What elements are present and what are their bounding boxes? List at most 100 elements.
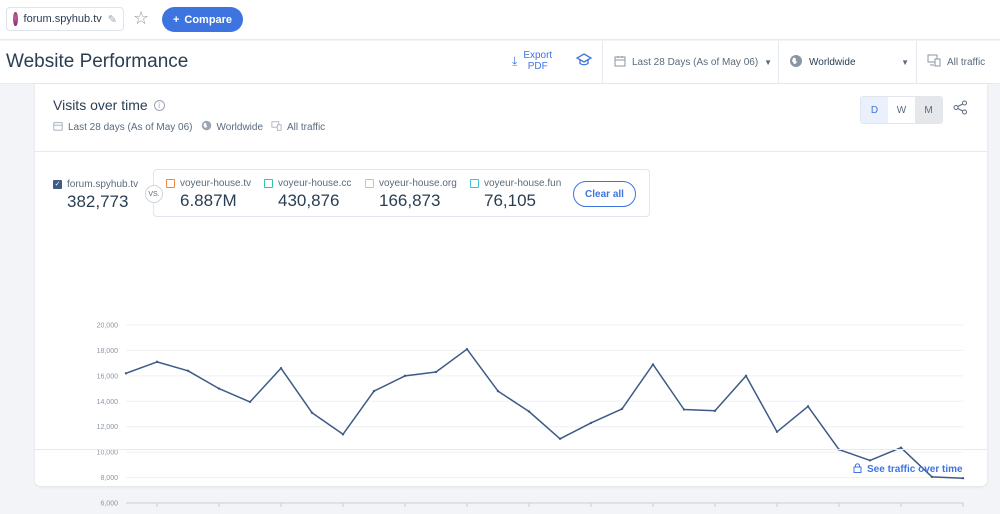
geo-filter[interactable]: Worldwide ▼ xyxy=(789,54,909,71)
export-label-line2: PDF xyxy=(523,61,552,72)
header-separator xyxy=(602,41,603,84)
site-chip[interactable]: forum.spyhub.tv ✎ xyxy=(6,7,124,31)
data-point xyxy=(962,477,964,479)
competitor-value: 76,105 xyxy=(484,191,561,211)
checkbox-icon[interactable] xyxy=(365,179,374,188)
data-point xyxy=(714,410,716,412)
traffic-filter[interactable]: All traffic xyxy=(927,54,985,70)
pencil-icon[interactable]: ✎ xyxy=(108,13,117,26)
data-point xyxy=(559,438,561,440)
competitor-value: 430,876 xyxy=(278,191,351,211)
competitor-item[interactable]: voyeur-house.cc 430,876 xyxy=(264,178,351,211)
export-pdf-button[interactable]: ⤓ Export PDF xyxy=(512,50,552,72)
data-point xyxy=(373,390,375,392)
info-icon[interactable]: i xyxy=(154,100,165,111)
main-site-name: forum.spyhub.tv xyxy=(67,179,138,190)
data-point xyxy=(652,363,654,365)
caret-down-icon: ▼ xyxy=(764,58,772,67)
checkbox-icon[interactable] xyxy=(264,179,273,188)
competitor-item[interactable]: voyeur-house.tv 6.887M xyxy=(166,178,251,211)
data-point xyxy=(218,387,220,389)
data-point xyxy=(776,431,778,433)
checkbox-checked-icon[interactable]: ✓ xyxy=(53,180,62,189)
data-point xyxy=(404,375,406,377)
date-filter-label: Last 28 Days (As of May 06) xyxy=(632,57,758,68)
checkbox-icon[interactable] xyxy=(470,179,479,188)
devices-icon xyxy=(927,54,941,70)
y-tick-label: 12,000 xyxy=(97,424,119,431)
top-bar: forum.spyhub.tv ✎ ☆ + Compare xyxy=(0,0,1000,40)
granularity-monthly[interactable]: M xyxy=(915,97,942,123)
see-traffic-label: See traffic over time xyxy=(867,464,963,475)
globe-icon xyxy=(789,54,803,71)
y-tick-label: 20,000 xyxy=(97,323,119,330)
data-point xyxy=(807,405,809,407)
calendar-icon xyxy=(614,55,626,70)
page-title: Website Performance xyxy=(6,51,188,73)
competitor-name: voyeur-house.tv xyxy=(180,178,251,189)
y-tick-label: 6,000 xyxy=(100,501,118,508)
site-name: forum.spyhub.tv xyxy=(24,13,102,25)
card-divider xyxy=(35,151,987,152)
data-point xyxy=(156,361,158,363)
devices-icon xyxy=(271,121,282,134)
date-filter[interactable]: Last 28 Days (As of May 06) ▼ xyxy=(614,55,772,70)
data-point xyxy=(342,433,344,435)
card-subtitle: Last 28 days (As of May 06) Worldwide Al… xyxy=(53,120,325,134)
vs-badge: VS. xyxy=(145,185,163,203)
footer-divider xyxy=(35,449,987,450)
card-title-text: Visits over time xyxy=(53,97,148,113)
card-title: Visits over time i xyxy=(53,97,165,113)
y-tick-label: 10,000 xyxy=(97,450,119,457)
data-point xyxy=(683,408,685,410)
compare-button[interactable]: + Compare xyxy=(162,7,243,32)
competitor-value: 6.887M xyxy=(180,191,251,211)
data-point xyxy=(125,372,127,374)
sub-geo: Worldwide xyxy=(217,122,264,133)
header-separator xyxy=(778,41,779,84)
data-point xyxy=(435,371,437,373)
data-point xyxy=(311,412,313,414)
data-point xyxy=(280,367,282,369)
data-point xyxy=(745,375,747,377)
traffic-filter-label: All traffic xyxy=(947,57,985,68)
globe-icon xyxy=(201,120,212,134)
main-site-legend[interactable]: ✓ forum.spyhub.tv 382,773 xyxy=(53,179,138,212)
site-favicon-icon xyxy=(13,12,18,26)
competitors-legend: voyeur-house.tv 6.887M voyeur-house.cc 4… xyxy=(153,169,650,217)
granularity-weekly[interactable]: W xyxy=(888,97,915,123)
caret-down-icon: ▼ xyxy=(901,58,909,67)
data-point xyxy=(621,408,623,410)
share-icon[interactable] xyxy=(953,100,968,118)
header-separator xyxy=(916,41,917,84)
granularity-daily[interactable]: D xyxy=(861,97,888,123)
y-tick-label: 16,000 xyxy=(97,373,119,380)
data-point xyxy=(466,348,468,350)
data-point xyxy=(249,401,251,403)
calendar-icon xyxy=(53,121,63,134)
graduation-cap-icon[interactable] xyxy=(576,53,592,71)
clear-all-button[interactable]: Clear all xyxy=(573,181,636,207)
checkbox-icon[interactable] xyxy=(166,179,175,188)
competitor-name: voyeur-house.cc xyxy=(278,178,351,189)
page-header: Website Performance ⤓ Export PDF Last 28… xyxy=(0,41,1000,84)
y-tick-label: 18,000 xyxy=(97,348,119,355)
geo-filter-label: Worldwide xyxy=(809,57,856,68)
plus-icon: + xyxy=(173,14,179,26)
competitor-item[interactable]: voyeur-house.org 166,873 xyxy=(365,178,457,211)
star-icon[interactable]: ☆ xyxy=(133,8,149,28)
y-tick-label: 14,000 xyxy=(97,399,119,406)
competitor-item[interactable]: voyeur-house.fun 76,105 xyxy=(470,178,561,211)
visits-over-time-card: Visits over time i Last 28 days (As of M… xyxy=(35,84,987,486)
competitor-name: voyeur-house.org xyxy=(379,178,457,189)
sub-traffic: All traffic xyxy=(287,122,325,133)
download-icon: ⤓ xyxy=(512,54,517,69)
data-point xyxy=(931,476,933,478)
export-label-line1: Export xyxy=(523,50,552,61)
lock-icon xyxy=(853,462,862,476)
sub-date: Last 28 days (As of May 06) xyxy=(68,122,193,133)
see-traffic-link[interactable]: See traffic over time xyxy=(853,462,963,476)
data-point xyxy=(187,370,189,372)
granularity-toggle: D W M xyxy=(860,96,943,124)
data-point xyxy=(590,422,592,424)
